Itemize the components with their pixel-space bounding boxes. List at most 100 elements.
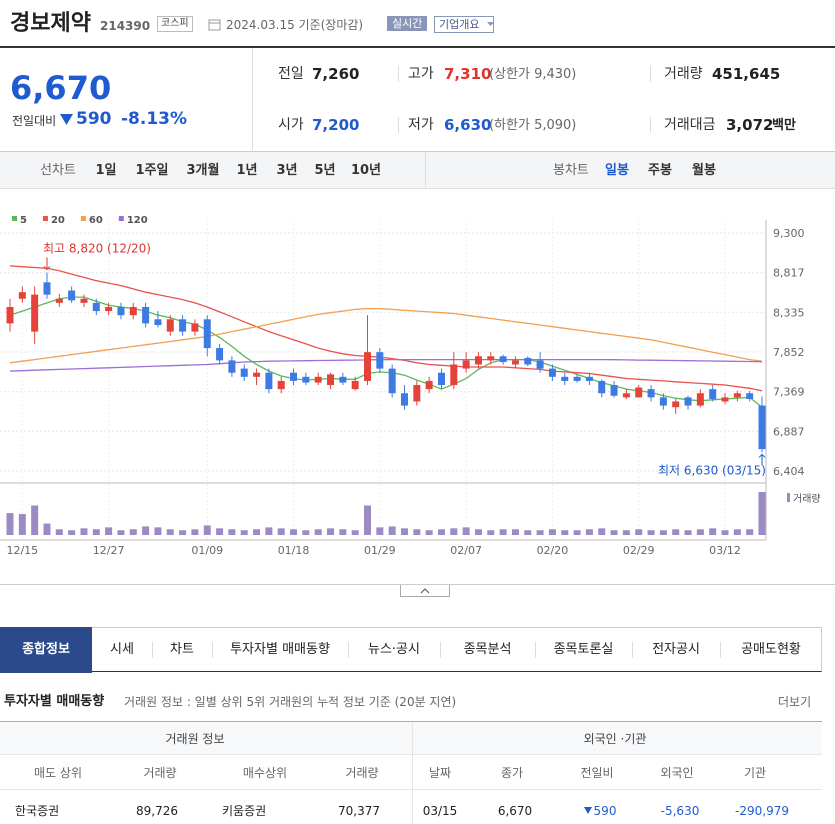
chart-type-label[interactable]: 봉차트 (553, 163, 589, 178)
table-header: 거래량 (143, 766, 177, 780)
candle-body (80, 298, 88, 303)
volume-bar (696, 529, 704, 535)
candle-body (462, 360, 470, 369)
volume-bar (524, 530, 532, 535)
period-tab[interactable]: 1일 (95, 163, 117, 178)
table-header: 기관 (743, 766, 767, 780)
moving-average (9, 307, 763, 364)
tab[interactable]: 종목토론실 (553, 642, 614, 657)
table-cell: 70,377 (338, 804, 380, 818)
volume-label: 거래량 (793, 493, 821, 505)
y-tick-label: 9,300 (773, 227, 805, 240)
candle-body (228, 360, 236, 373)
moving-average (9, 358, 763, 372)
low-arrow (758, 453, 766, 466)
candle-tab[interactable]: 일봉 (605, 163, 629, 178)
table-group-row (0, 721, 822, 755)
divider (650, 66, 651, 82)
chart-type-label[interactable]: 선차트 (40, 163, 76, 178)
candle-body (364, 352, 372, 381)
candle-body (672, 401, 680, 408)
legend-label: 120 (127, 215, 148, 226)
volume-bar (154, 527, 162, 535)
volume-bar (622, 530, 630, 535)
candle-tab[interactable]: 주봉 (648, 163, 672, 178)
candle-tab[interactable]: 월봉 (692, 163, 716, 178)
volume-bar (709, 528, 717, 535)
volume-bar (437, 529, 445, 535)
volume-bar (314, 529, 322, 535)
candle-body (290, 372, 298, 381)
tab[interactable]: 뉴스·공시 (368, 642, 420, 657)
volume-bar (339, 529, 347, 535)
volume-bar (400, 528, 408, 535)
period-tab[interactable]: 1년 (236, 163, 258, 178)
period-tab[interactable]: 3년 (276, 163, 298, 178)
realtime-button[interactable]: 실시간 (387, 16, 428, 31)
stat-label: 거래대금 (664, 117, 716, 133)
candle-body (117, 306, 125, 316)
table-group: 외국인 ·기관 (583, 732, 647, 746)
candle-body (376, 352, 384, 369)
stat-value: 6,630 (444, 116, 492, 134)
stock-chart: 9,300 8,817 8,335 7,852 7,369 6,887 6,404 12/15… (0, 215, 821, 557)
tab[interactable]: 공매도현황 (741, 642, 801, 657)
volume-bar (573, 530, 581, 535)
legend-swatch (118, 216, 124, 221)
tab[interactable]: 시세 (110, 642, 134, 657)
volume-bar (228, 529, 236, 535)
volume-bar (376, 527, 384, 535)
period-tab[interactable]: 5년 (314, 163, 336, 178)
tab[interactable]: 전자공시 (652, 642, 700, 657)
candle-body (524, 357, 532, 365)
period-tab[interactable]: 10년 (350, 163, 382, 178)
volume-bar (68, 530, 76, 535)
candle-body (142, 306, 150, 324)
volume-bar (561, 530, 569, 535)
stat-unit: 백만 (772, 118, 796, 133)
candle-body (659, 397, 667, 406)
x-tick-label: 01/18 (278, 544, 310, 557)
candle-body (277, 380, 285, 390)
volume-bar (55, 529, 63, 535)
tab-divider (212, 642, 213, 658)
table-cell: -5,630 (660, 804, 700, 818)
volume-bar (462, 527, 470, 535)
table-cell: 590 (593, 804, 617, 818)
legend-swatch (42, 216, 48, 221)
candle-body (561, 376, 569, 381)
table-group: 거래원 정보 (165, 732, 225, 746)
tab-divider (535, 642, 536, 658)
candle-body (154, 319, 162, 326)
divider (650, 117, 651, 133)
legend-label: 20 (51, 215, 65, 226)
volume-bar (635, 529, 643, 535)
base-date: 2024.03.15 기준(장마감) (226, 18, 364, 32)
legend-label: 5 (20, 215, 27, 226)
volume-bar (191, 529, 199, 535)
tab[interactable]: 차트 (170, 642, 194, 657)
period-tab[interactable]: 1주일 (135, 163, 169, 178)
volume-bar (179, 530, 187, 535)
high-arrow (43, 257, 51, 271)
table-cell: 6,670 (497, 804, 533, 818)
tab[interactable]: 투자자별 매매동향 (230, 642, 330, 657)
collapse-button[interactable] (400, 585, 450, 597)
more-link[interactable]: 더보기 (778, 695, 812, 709)
down-arrow (60, 114, 73, 125)
candle-body (487, 356, 495, 361)
candle-body (265, 372, 273, 390)
volume-bar (511, 529, 519, 535)
candle-body (548, 368, 556, 377)
divider (398, 66, 399, 82)
change: 590 (76, 109, 112, 129)
tab[interactable]: 종목분석 (463, 642, 512, 657)
company-button[interactable]: 기업개요 (434, 16, 495, 33)
tab[interactable]: 종합정보 (22, 642, 70, 657)
volume-bar (684, 530, 692, 535)
table-cell: 한국증권 (15, 804, 60, 818)
x-tick-label: 02/29 (623, 544, 655, 557)
volume-bar (327, 528, 335, 535)
candle-body (696, 393, 704, 406)
period-tab[interactable]: 3개월 (186, 163, 220, 178)
